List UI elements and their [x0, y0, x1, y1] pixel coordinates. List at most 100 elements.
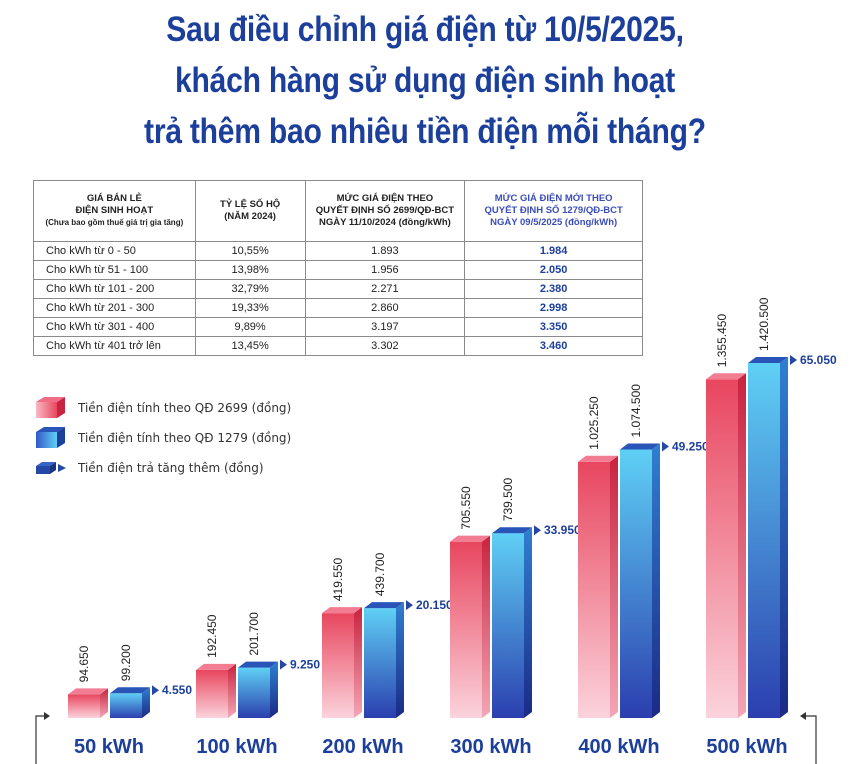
increase-arrow-icon [534, 525, 541, 536]
red-cube-icon [36, 397, 65, 418]
bar-2699-front [578, 461, 610, 718]
table-header-row: GIÁ BÁN LẺ ĐIỆN SINH HOẠT (Chưa bao gồm … [33, 180, 643, 242]
increase-arrow-icon [406, 600, 413, 611]
category-label: 50 kWh [74, 736, 144, 758]
blue-cube-icon [36, 427, 65, 448]
category-label: 400 kWh [578, 736, 659, 758]
bar-1279 [364, 602, 404, 718]
data-label-increase: 33.950 [544, 523, 581, 537]
category-label: 100 kWh [196, 736, 277, 758]
bar-2699-front [68, 694, 100, 718]
header-old-price: MỨC GIÁ ĐIỆN THEO QUYẾT ĐỊNH SỐ 2699/QĐ-… [304, 180, 466, 242]
data-label-2699: 1.355.450 [715, 314, 729, 368]
bar-2699 [578, 455, 618, 718]
cell-share: 10,55% [194, 241, 306, 261]
bar-2699-side [482, 535, 490, 718]
bar-1279-top [110, 687, 150, 694]
header-share-line2: (NĂM 2024) [224, 211, 276, 222]
bar-1279 [110, 687, 150, 718]
bar-1279-side [524, 527, 532, 718]
category-label: 500 kWh [706, 736, 787, 758]
right-bracket-arrow-icon [800, 712, 806, 720]
title-line-3: trả thêm bao nhiêu tiền điện mỗi tháng? [144, 112, 706, 151]
header-share-line1: TỶ LỆ SỐ HỘ [220, 199, 281, 210]
bar-1279-front [238, 667, 270, 718]
table-row: Cho kWh từ 51 - 100 13,98% 1.956 2.050 [33, 260, 643, 280]
header-old-line3: NGÀY 11/10/2024 (đồng/kWh) [319, 217, 451, 228]
bar-2699-top [450, 535, 490, 542]
increase-arrow-icon [662, 441, 669, 452]
left-bracket-arrow-icon [44, 712, 50, 720]
bar-2699-top [68, 688, 108, 695]
header-old-line2: QUYẾT ĐỊNH SỐ 2699/QĐ-BCT [315, 205, 455, 216]
bar-1279-side [780, 357, 788, 718]
legend-label: Tiền điện tính theo QĐ 2699 (đồng) [78, 401, 292, 415]
bar-2699 [322, 607, 362, 718]
increase-arrow-icon [152, 685, 159, 696]
header-share: TỶ LỆ SỐ HỘ (NĂM 2024) [194, 180, 306, 242]
bar-2699 [196, 663, 236, 718]
data-label-increase: 49.250 [672, 439, 709, 453]
increase-arrow-icon [280, 659, 287, 670]
header-new-price: MỨC GIÁ ĐIỆN MỚI THEO QUYẾT ĐỊNH SỐ 1279… [464, 180, 643, 242]
category-label: 300 kWh [450, 736, 531, 758]
data-label-increase: 4.550 [162, 683, 192, 697]
bar-1279 [492, 527, 532, 718]
bar-1279-side [270, 661, 278, 718]
data-label-2699: 192.450 [205, 614, 219, 658]
legend-label: Tiền điện trả tăng thêm (đồng) [78, 461, 264, 475]
bar-2699 [706, 373, 746, 718]
cell-share: 9,89% [194, 317, 306, 337]
cell-share: 13,45% [194, 336, 306, 356]
bar-2699 [68, 688, 108, 718]
cell-new-price: 2.998 [464, 298, 643, 318]
price-table: GIÁ BÁN LẺ ĐIỆN SINH HOẠT (Chưa bao gồm … [33, 180, 643, 356]
table-row: Cho kWh từ 201 - 300 19,33% 2.860 2.998 [33, 298, 643, 318]
bar-1279-side [142, 687, 150, 718]
navy-slab-arrow-icon [36, 462, 66, 474]
data-label-2699: 1.025.250 [587, 396, 601, 450]
bar-1279-side [396, 602, 404, 718]
bar-2699-side [738, 373, 746, 718]
header-new-line1: MỨC GIÁ ĐIỆN MỚI THEO [494, 193, 613, 204]
bar-1279-front [492, 533, 524, 718]
bar-1279-front [620, 449, 652, 718]
table-row: Cho kWh từ 101 - 200 32,79% 2.271 2.380 [33, 279, 643, 299]
header-tier-note: (Chưa bao gồm thuế giá trị gia tăng) [45, 218, 184, 227]
data-label-1279: 99.200 [119, 644, 133, 681]
increase-arrow-icon [790, 355, 797, 365]
legend-item-increase: Tiền điện trả tăng thêm (đồng) [32, 453, 291, 483]
data-label-1279: 1.420.500 [757, 297, 771, 351]
bar-2699-front [706, 379, 738, 718]
title-line-1: Sau điều chỉnh giá điện từ 10/5/2025, [166, 10, 684, 49]
bar-1279 [620, 443, 660, 718]
data-label-increase: 65.050 [800, 353, 837, 367]
cell-tier: Cho kWh từ 401 trở lên [33, 336, 196, 356]
bar-2699-side [100, 688, 108, 718]
left-bracket-line [35, 715, 44, 764]
header-tier-line1: GIÁ BÁN LẺ [86, 193, 142, 204]
bar-1279-front [748, 363, 780, 718]
cell-tier: Cho kWh từ 301 - 400 [33, 317, 196, 337]
header-new-line2: QUYẾT ĐỊNH SỐ 1279/QĐ-BCT [484, 205, 623, 216]
data-label-1279: 201.700 [247, 612, 261, 656]
title-line-2: khách hàng sử dụng điện sinh hoạt [175, 61, 675, 100]
bar-2699-side [354, 607, 362, 718]
data-label-1279: 439.700 [373, 552, 387, 596]
data-label-increase: 20.150 [416, 598, 453, 612]
header-new-line3: NGÀY 09/5/2025 (đồng/kWh) [490, 217, 618, 228]
data-label-increase: 9.250 [290, 658, 320, 672]
legend-item-1279: Tiền điện tính theo QĐ 1279 (đồng) [32, 423, 291, 453]
legend-item-2699: Tiền điện tính theo QĐ 2699 (đồng) [32, 393, 291, 423]
cell-old-price: 3.302 [304, 336, 466, 356]
bar-2699-front [322, 613, 354, 718]
data-label-1279: 1.074.500 [629, 384, 643, 438]
cell-new-price: 3.460 [464, 336, 643, 356]
bar-1279 [748, 357, 788, 718]
bar-1279-top [748, 357, 788, 363]
table-row: Cho kWh từ 401 trở lên 13,45% 3.302 3.46… [33, 336, 643, 356]
bar-1279-top [492, 527, 532, 534]
chart-legend: Tiền điện tính theo QĐ 2699 (đồng) Tiền … [32, 393, 291, 483]
bar-2699-top [578, 455, 618, 462]
data-label-2699: 705.550 [459, 486, 473, 530]
